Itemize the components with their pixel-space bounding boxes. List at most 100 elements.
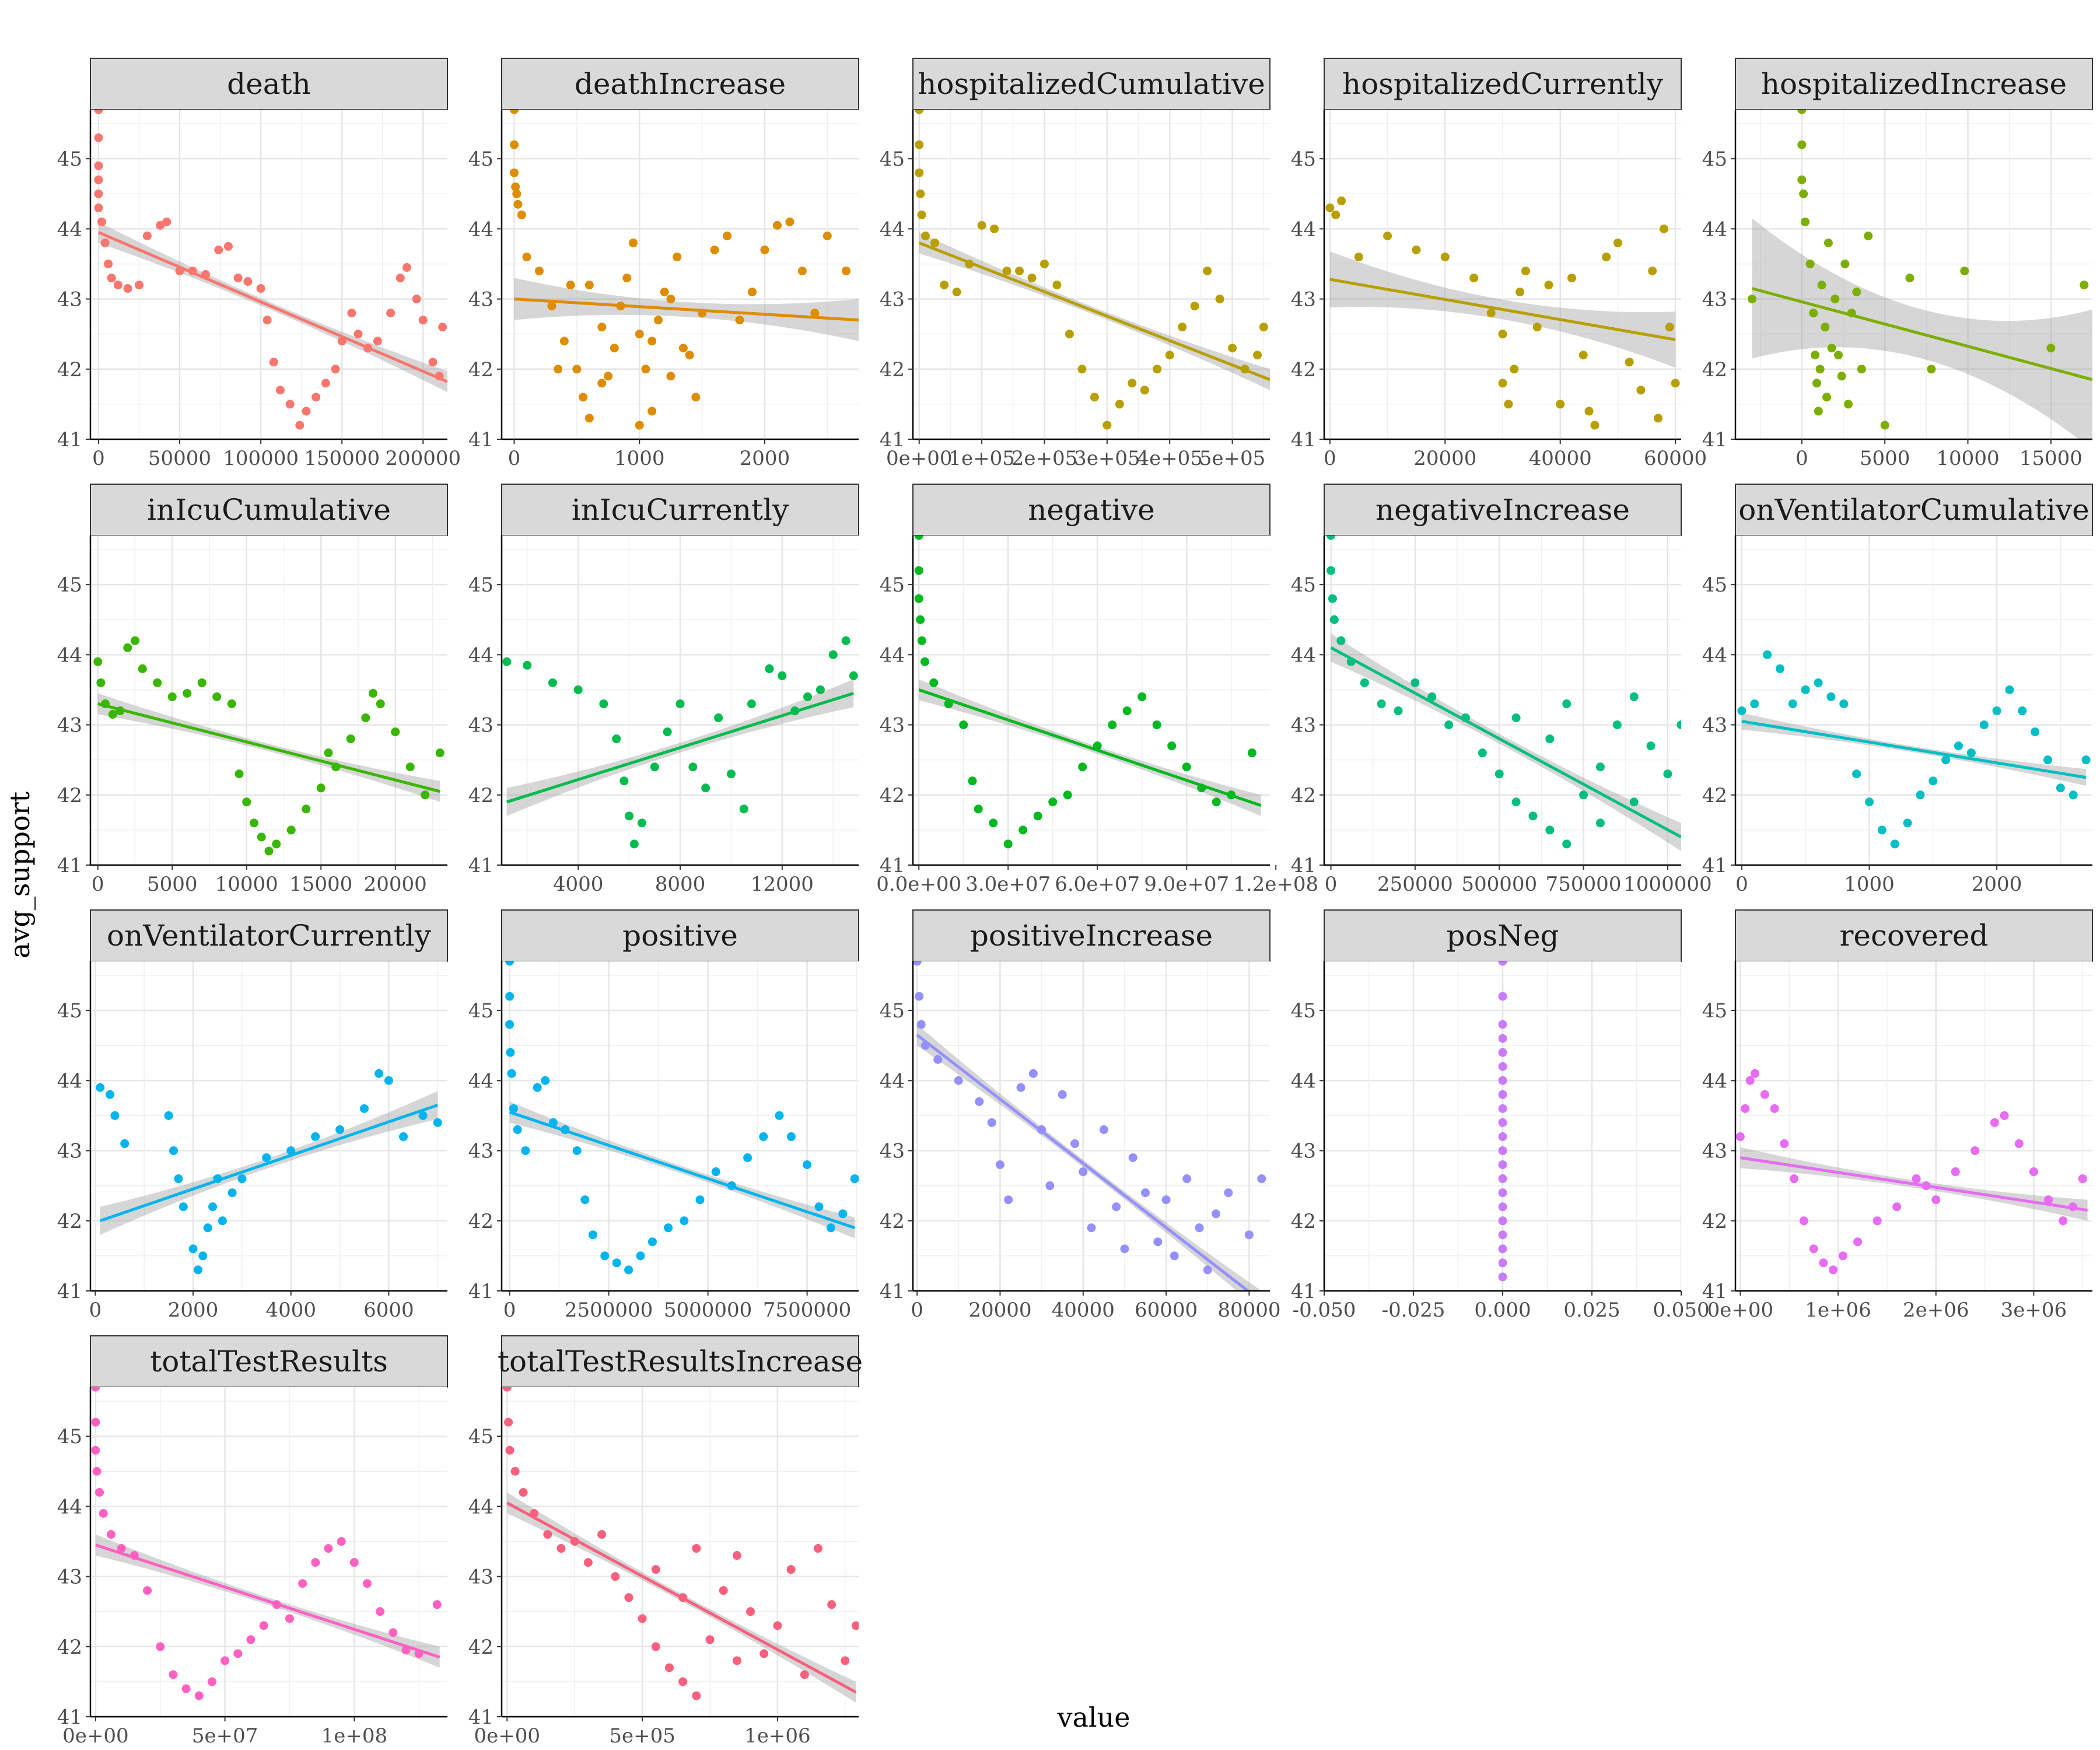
data-point — [347, 309, 356, 318]
data-point — [760, 1649, 769, 1658]
facet-strip-label: negative — [1028, 493, 1155, 527]
x-tick-label: 4000 — [553, 873, 604, 896]
data-point — [726, 769, 736, 779]
data-point — [914, 594, 923, 603]
data-point — [96, 1083, 105, 1092]
data-point — [1002, 266, 1012, 275]
data-point — [359, 1104, 369, 1113]
x-tick-label: 1000000 — [1623, 873, 1712, 896]
regression-line — [1751, 287, 2092, 382]
data-point — [233, 1649, 243, 1658]
data-point — [1161, 1195, 1171, 1205]
regression-line — [1330, 646, 1681, 839]
data-point — [354, 330, 363, 339]
y-tick-label: 44 — [468, 643, 494, 667]
data-point — [311, 1132, 320, 1142]
data-point — [977, 220, 986, 230]
data-point — [131, 636, 139, 645]
data-point — [194, 1691, 204, 1700]
data-point — [1063, 790, 1072, 800]
x-tick-label: 20000 — [364, 873, 427, 896]
facet-strip — [1324, 58, 1682, 110]
x-tick-label: 0 — [1796, 447, 1808, 470]
data-point — [2080, 281, 2089, 290]
data-point — [597, 323, 607, 332]
facet-strip-label: onVentilatorCumulative — [1738, 493, 2089, 527]
data-point — [786, 1132, 796, 1142]
x-tick-label: 9.0e+07 — [1144, 873, 1229, 896]
panel-background — [1735, 110, 2092, 439]
data-point — [1873, 1216, 1882, 1226]
data-point — [841, 636, 850, 645]
x-tick-label: 2e+05 — [1012, 447, 1078, 470]
panel-background — [502, 110, 859, 439]
data-point — [620, 776, 629, 786]
data-point — [1078, 762, 1087, 772]
data-point — [719, 1586, 728, 1595]
plot-area — [96, 1069, 442, 1275]
data-point — [1203, 266, 1212, 275]
data-point — [1877, 825, 1887, 835]
x-tick-label: 250000 — [1377, 873, 1453, 896]
y-tick-label: 41 — [468, 854, 494, 877]
facet-panel-posNeg: posNeg 41 42 43 44 45 -0.050 -0.025 0.000 0.025 0.… — [1291, 909, 1710, 1322]
data-point — [915, 992, 924, 1001]
data-point — [316, 783, 326, 793]
plot-area — [505, 961, 859, 1275]
data-point — [433, 1118, 442, 1127]
data-point — [826, 1223, 835, 1233]
data-point — [1444, 720, 1454, 730]
y-tick-label: 45 — [1702, 573, 1727, 597]
data-point — [663, 727, 672, 737]
data-point — [250, 818, 258, 828]
y-tick-label: 42 — [880, 358, 905, 382]
data-point — [916, 615, 925, 624]
data-point — [512, 189, 522, 198]
data-point — [651, 1565, 660, 1574]
data-point — [653, 316, 663, 325]
data-point — [235, 769, 244, 779]
data-point — [1931, 1195, 1941, 1205]
data-point — [1331, 210, 1340, 219]
data-point — [1545, 825, 1555, 835]
data-point — [2029, 1167, 2038, 1177]
x-tick-label: 0.025 — [1563, 1298, 1620, 1322]
data-point — [747, 288, 757, 297]
x-tick-label: 2000 — [168, 1298, 219, 1322]
data-point — [1646, 741, 1656, 751]
x-tick-label: 80000 — [1217, 1298, 1280, 1322]
data-point — [701, 783, 710, 793]
x-tick-label: 15000 — [2020, 447, 2082, 470]
data-point — [759, 1132, 768, 1142]
data-point — [743, 1153, 752, 1163]
data-point — [1215, 295, 1224, 304]
data-point — [611, 1572, 620, 1581]
data-point — [580, 1195, 590, 1205]
data-point — [108, 710, 117, 719]
facet-panel-inIcuCumulative: inIcuCumulative 41 42 43 44 45 0 5000 10000 15000… — [57, 484, 448, 896]
data-point — [915, 168, 924, 177]
data-point — [1140, 386, 1149, 395]
data-point — [1016, 1083, 1026, 1092]
data-point — [739, 804, 748, 814]
data-point — [106, 1090, 115, 1099]
data-point — [810, 309, 820, 318]
y-tick-label: 44 — [1291, 1069, 1316, 1093]
data-point — [849, 671, 858, 680]
facet-strip-label: inIcuCurrently — [572, 493, 789, 527]
data-point — [1663, 769, 1672, 779]
data-point — [214, 245, 223, 254]
x-tick-label: 4e+05 — [1136, 447, 1203, 470]
plot-area — [502, 1387, 859, 1703]
y-tick-label: 45 — [57, 573, 82, 597]
data-point — [1190, 302, 1199, 311]
y-tick-label: 41 — [1291, 1280, 1316, 1303]
facet-panel-hospitalizedCurrently: hospitalizedCurrently 41 42 43 44 45 0 20000 400… — [1291, 58, 1707, 470]
data-point — [2068, 790, 2078, 800]
data-point — [604, 372, 613, 381]
data-point — [1440, 252, 1450, 261]
data-point — [1516, 288, 1525, 297]
y-tick-label: 45 — [57, 999, 82, 1023]
data-point — [418, 1111, 428, 1120]
facet-strip — [1735, 484, 2093, 536]
